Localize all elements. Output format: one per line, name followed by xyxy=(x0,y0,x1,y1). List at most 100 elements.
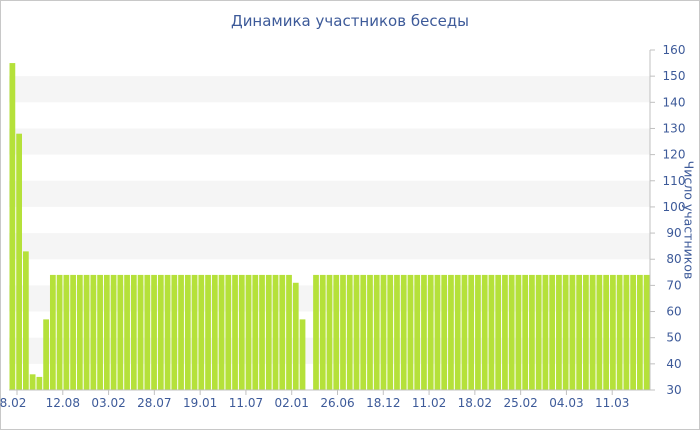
x-tick-label: 02.01 xyxy=(275,396,309,410)
bar xyxy=(353,274,360,390)
x-tick-label: 03.02 xyxy=(91,396,125,410)
bar xyxy=(83,274,90,390)
bar xyxy=(441,274,448,390)
bar xyxy=(22,251,29,390)
x-tick-label: 18.02 xyxy=(458,396,492,410)
bar xyxy=(360,274,367,390)
bar xyxy=(569,274,576,390)
bar xyxy=(407,274,414,390)
bar xyxy=(394,274,400,390)
bar xyxy=(481,274,488,390)
bar xyxy=(103,274,110,390)
y-axis-label: Число участников xyxy=(681,160,697,280)
bar xyxy=(49,274,56,390)
bar xyxy=(9,63,16,390)
bar xyxy=(542,274,549,390)
bar xyxy=(272,274,279,390)
y-tick-label: 150 xyxy=(663,69,686,83)
bar xyxy=(292,282,299,390)
grid-band xyxy=(9,233,650,260)
bar xyxy=(124,274,130,390)
bar xyxy=(387,274,394,390)
x-axis: 8.02 12.08 03.02 28.07 19.01 11.07 02.01 26.06 1… xyxy=(0,389,650,410)
y-tick-label: 60 xyxy=(666,305,681,319)
bar xyxy=(130,274,137,390)
y-axis: 30 40 50 60 70 80 90 100 110 120 130 140 150 160 xyxy=(649,43,686,397)
x-tick-label: 12.08 xyxy=(46,396,80,410)
y-tick-label: 160 xyxy=(663,43,686,57)
bar xyxy=(238,274,245,390)
bar xyxy=(326,274,333,390)
bar xyxy=(367,274,373,390)
bar xyxy=(637,274,643,390)
x-tick-label: 28.07 xyxy=(137,396,171,410)
bar xyxy=(232,274,238,390)
bar xyxy=(380,274,387,390)
x-tick-label: 11.02 xyxy=(412,396,446,410)
bar xyxy=(299,319,306,390)
bar xyxy=(184,274,191,390)
bar xyxy=(205,274,211,390)
bar xyxy=(157,274,164,390)
bar xyxy=(603,274,610,390)
bar xyxy=(144,274,151,390)
bar xyxy=(178,274,184,390)
y-tick-label: 70 xyxy=(666,278,681,292)
x-tick-label: 8.02 xyxy=(0,396,26,410)
bar xyxy=(400,274,407,390)
x-tick-label: 04.03 xyxy=(549,396,583,410)
bar xyxy=(468,274,475,390)
bar xyxy=(623,274,630,390)
y-tick-label: 140 xyxy=(663,95,686,109)
y-tick-label: 30 xyxy=(666,383,681,397)
x-tick-label: 11.07 xyxy=(229,396,263,410)
bar xyxy=(319,274,326,390)
bar xyxy=(286,274,292,390)
bar xyxy=(535,274,542,390)
bar xyxy=(522,274,529,390)
y-tick-label: 40 xyxy=(666,357,681,371)
x-tick-label: 19.01 xyxy=(183,396,217,410)
bar xyxy=(434,274,441,390)
bar xyxy=(340,274,346,390)
y-tick-label: 110 xyxy=(663,174,686,188)
bar xyxy=(245,274,252,390)
bar xyxy=(562,274,569,390)
y-tick-label: 50 xyxy=(666,331,681,345)
bar xyxy=(549,274,556,390)
bar xyxy=(448,274,454,390)
bar xyxy=(259,274,265,390)
bar xyxy=(225,274,232,390)
x-tick-label: 18.12 xyxy=(366,396,400,410)
bars xyxy=(9,63,650,390)
bar xyxy=(427,274,434,390)
x-tick-label: 25.02 xyxy=(503,396,537,410)
grid-band xyxy=(9,128,650,155)
bar xyxy=(252,274,259,390)
bar xyxy=(117,274,124,390)
bar xyxy=(16,133,22,390)
bar xyxy=(29,374,36,390)
bar xyxy=(556,274,562,390)
bar xyxy=(630,274,637,390)
y-tick-label: 100 xyxy=(663,200,686,214)
x-tick-label: 11.03 xyxy=(595,396,629,410)
bar xyxy=(63,274,70,390)
bar xyxy=(36,376,43,390)
bar xyxy=(454,274,461,390)
bar xyxy=(414,274,421,390)
y-tick-label: 80 xyxy=(666,252,681,266)
bar xyxy=(110,274,117,390)
bar xyxy=(211,274,218,390)
bar xyxy=(43,319,49,390)
bar xyxy=(90,274,97,390)
bar xyxy=(502,274,508,390)
bar xyxy=(576,274,583,390)
grid-band xyxy=(9,76,650,103)
bar xyxy=(488,274,495,390)
bar xyxy=(508,274,515,390)
bar xyxy=(475,274,481,390)
bar xyxy=(151,274,157,390)
bar xyxy=(643,274,650,390)
